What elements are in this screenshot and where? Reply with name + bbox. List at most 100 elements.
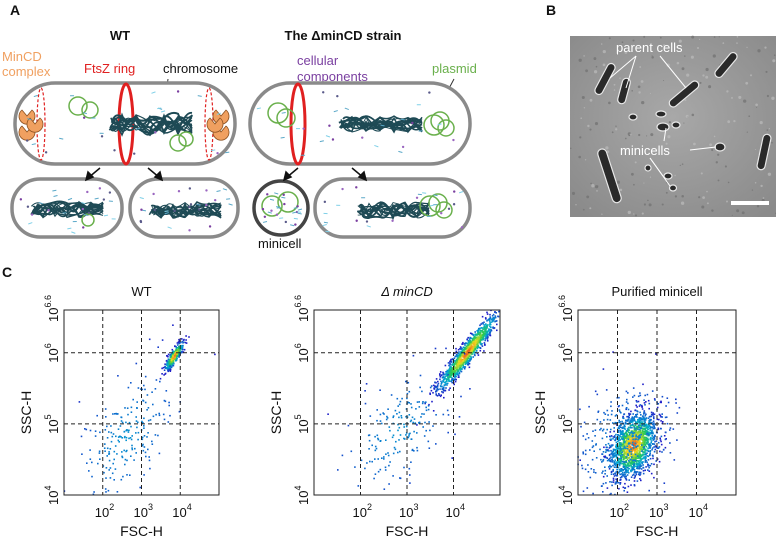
data-point <box>122 475 124 478</box>
data-point <box>117 439 120 442</box>
data-point <box>121 451 123 453</box>
panel-b-micrograph: parent cells minicells <box>570 35 777 217</box>
data-point <box>618 439 620 442</box>
data-point <box>623 445 626 448</box>
data-point <box>442 391 444 394</box>
data-point <box>477 330 479 332</box>
data-point <box>626 491 629 493</box>
data-point <box>407 436 410 439</box>
panel-a-diagram: WT The ΔminCD strain MinCD complex FtsZ … <box>2 28 477 251</box>
data-point <box>645 438 648 441</box>
data-point <box>604 456 606 459</box>
data-point <box>629 446 632 449</box>
data-point <box>618 427 621 430</box>
data-point <box>459 346 462 348</box>
data-point <box>457 366 459 368</box>
data-point <box>637 467 639 470</box>
data-point <box>167 370 169 373</box>
data-point <box>625 401 628 403</box>
data-point <box>633 471 636 474</box>
data-point <box>617 429 620 432</box>
data-point <box>166 362 169 365</box>
data-point <box>579 459 581 461</box>
data-point <box>421 402 424 405</box>
data-point <box>472 346 475 349</box>
data-point <box>625 461 627 463</box>
data-point <box>459 367 462 370</box>
data-point <box>645 466 647 468</box>
data-point <box>628 442 630 444</box>
data-point <box>620 433 623 436</box>
data-point <box>183 348 186 351</box>
data-point <box>626 433 629 436</box>
data-point <box>650 441 652 444</box>
data-point <box>665 438 667 440</box>
wt-title: WT <box>110 28 130 43</box>
data-point <box>650 418 652 421</box>
data-point <box>386 417 389 419</box>
data-point <box>420 416 422 418</box>
data-point <box>629 455 632 457</box>
data-point <box>623 424 626 427</box>
data-point <box>653 413 656 416</box>
data-point <box>127 429 129 432</box>
data-point <box>440 394 442 396</box>
data-point <box>642 467 645 469</box>
data-point <box>448 377 450 380</box>
data-point <box>606 428 608 431</box>
data-point <box>392 475 394 477</box>
data-point <box>649 437 652 440</box>
data-point <box>634 456 636 458</box>
data-point <box>481 330 483 332</box>
data-point <box>441 391 443 393</box>
data-point <box>622 462 624 465</box>
data-point <box>148 459 151 462</box>
data-point <box>651 443 654 445</box>
data-point <box>612 422 614 424</box>
data-point <box>615 461 618 463</box>
data-point <box>624 466 627 468</box>
data-point <box>635 462 638 465</box>
data-point <box>636 410 638 412</box>
data-point <box>416 432 418 434</box>
data-point <box>638 435 640 437</box>
data-point <box>443 378 446 380</box>
data-point <box>327 413 329 415</box>
data-point <box>616 443 618 446</box>
data-point <box>465 354 467 357</box>
data-point <box>606 446 608 449</box>
data-point <box>658 418 660 421</box>
data-point <box>615 441 618 444</box>
data-point <box>637 436 640 439</box>
data-point <box>622 439 625 441</box>
data-point <box>185 342 188 344</box>
data-point <box>625 459 627 462</box>
data-point <box>485 332 487 335</box>
data-point <box>169 356 172 358</box>
data-point <box>647 459 650 461</box>
data-point <box>626 465 628 467</box>
data-point <box>169 358 171 361</box>
data-point <box>125 439 127 442</box>
data-point <box>648 421 650 424</box>
data-point <box>630 476 633 478</box>
y-tick-label: 106.6 <box>557 295 575 322</box>
data-point <box>607 449 609 451</box>
data-point <box>582 435 585 437</box>
data-point <box>454 355 457 358</box>
data-point <box>611 451 613 454</box>
data-point <box>493 318 495 321</box>
data-point <box>373 477 375 480</box>
data-point <box>489 334 492 337</box>
data-point <box>371 444 373 447</box>
data-point <box>637 428 639 431</box>
data-point <box>619 445 622 447</box>
data-point <box>412 354 415 357</box>
data-point <box>173 362 175 365</box>
data-point <box>369 460 371 463</box>
data-point <box>460 348 462 350</box>
data-point <box>490 326 492 329</box>
data-point <box>468 349 470 351</box>
data-point <box>446 374 448 376</box>
